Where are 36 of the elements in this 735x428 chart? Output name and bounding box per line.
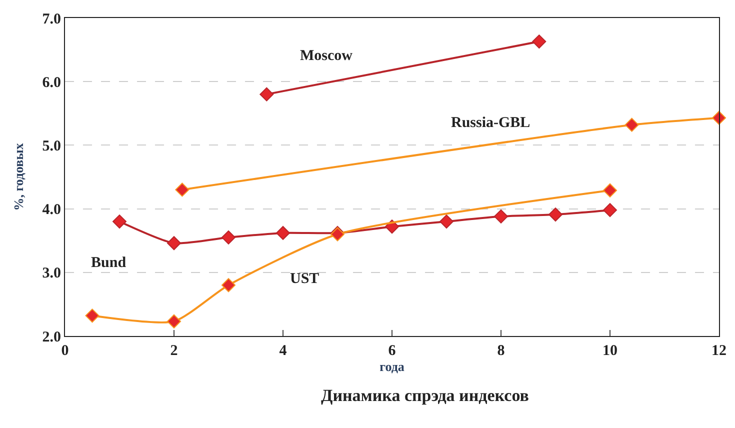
point <box>222 278 236 292</box>
point <box>440 214 454 229</box>
x-tick-label: 2 <box>170 343 178 359</box>
x-tick-label: 12 <box>712 343 726 359</box>
y-tick-label: 3.0 <box>42 266 61 282</box>
y-tick-label: 7.0 <box>42 11 61 28</box>
point <box>112 214 126 229</box>
x-tick-label: 8 <box>497 343 505 359</box>
point <box>222 230 236 244</box>
point <box>167 236 181 250</box>
y-tick-label: 2.0 <box>42 329 61 346</box>
x-tick-label: 10 <box>602 343 618 359</box>
text: Динамика спрэда индексов <box>321 386 529 405</box>
y-axis-title: %, годовых <box>11 142 26 211</box>
y-tick-label: 4.0 <box>42 202 61 218</box>
point <box>603 183 617 198</box>
point <box>260 87 274 102</box>
x-axis-title: года <box>380 359 405 374</box>
series-label: Bund <box>91 255 127 271</box>
point <box>624 118 639 132</box>
series-label: UST <box>290 271 320 287</box>
x-tick-label: 0 <box>61 343 69 359</box>
point <box>167 314 181 328</box>
point <box>603 203 617 218</box>
point <box>548 208 562 222</box>
series-label: Russia-GBL <box>451 115 530 131</box>
x-tick-label: 4 <box>279 343 288 359</box>
point <box>175 182 190 197</box>
point <box>532 34 546 49</box>
x-tick-label: 6 <box>388 343 396 359</box>
y-tick-label: 6.0 <box>42 74 61 91</box>
point <box>276 226 290 240</box>
series-label: Moscow <box>300 48 353 64</box>
point <box>85 308 100 323</box>
point <box>494 209 508 224</box>
y-tick-label: 5.0 <box>42 138 61 154</box>
